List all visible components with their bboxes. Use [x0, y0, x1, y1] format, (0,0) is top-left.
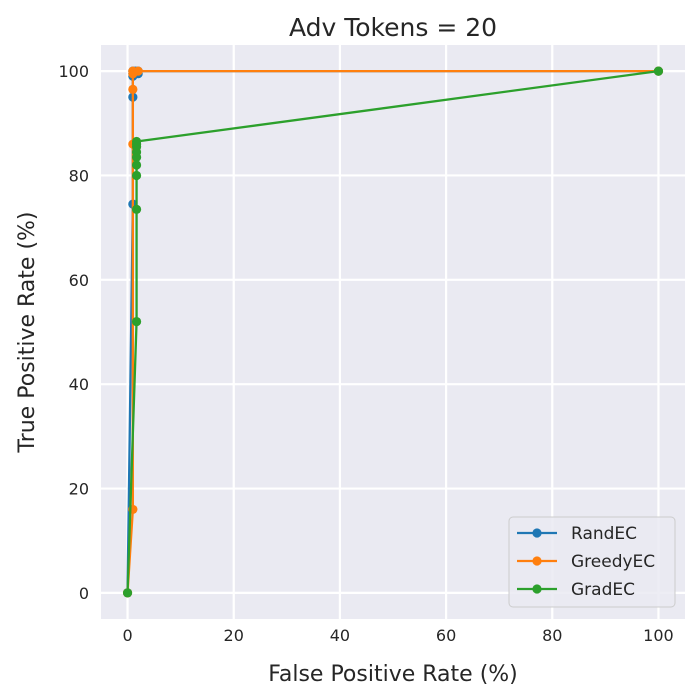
- legend-label-greedyec: GreedyEC: [571, 552, 655, 572]
- chart-title: Adv Tokens = 20: [289, 13, 497, 42]
- y-tick-label-4: 80: [69, 166, 89, 185]
- legend-items: RandEC GreedyEC GradEC: [517, 524, 655, 600]
- x-tick-label-4: 80: [542, 626, 562, 645]
- point-gradec-0: [122, 588, 133, 598]
- ticks-layer: 0 20 40 60 80 100 0 20 40 60 80 100: [58, 62, 673, 645]
- legend-marker-gradec: [532, 584, 542, 594]
- legend-marker-greedyec: [532, 556, 542, 566]
- legend-marker-randec: [532, 528, 542, 538]
- point-greedyec-3: [128, 84, 138, 94]
- grid-lines: [101, 45, 685, 619]
- y-tick-label-1: 20: [69, 480, 89, 499]
- point-greedyec-6: [133, 66, 143, 76]
- legend-label-randec: RandEC: [571, 524, 637, 544]
- series-gradec: [122, 66, 664, 598]
- point-gradec-1: [131, 316, 142, 327]
- point-gradec-9: [131, 136, 142, 147]
- point-gradec-4: [131, 160, 142, 170]
- y-tick-label-5: 100: [58, 62, 89, 81]
- x-tick-label-5: 100: [643, 626, 674, 645]
- legend-label-gradec: GradEC: [571, 580, 635, 600]
- point-gradec-10: [653, 66, 664, 76]
- y-tick-label-3: 60: [69, 271, 89, 290]
- point-gradec-2: [131, 204, 142, 214]
- point-gradec-3: [131, 170, 142, 181]
- y-axis-label: True Positive Rate (%): [15, 211, 40, 453]
- x-tick-label-1: 20: [224, 626, 244, 645]
- series-layer: [122, 66, 664, 598]
- legend: RandEC GreedyEC GradEC: [508, 516, 676, 608]
- x-tick-label-2: 40: [330, 626, 350, 645]
- y-tick-label-0: 0: [79, 584, 89, 603]
- x-tick-label-3: 60: [436, 626, 456, 645]
- x-tick-label-0: 0: [122, 626, 132, 645]
- y-tick-label-2: 40: [69, 375, 89, 394]
- x-axis-label: False Positive Rate (%): [268, 662, 518, 687]
- legend-box: [508, 516, 676, 608]
